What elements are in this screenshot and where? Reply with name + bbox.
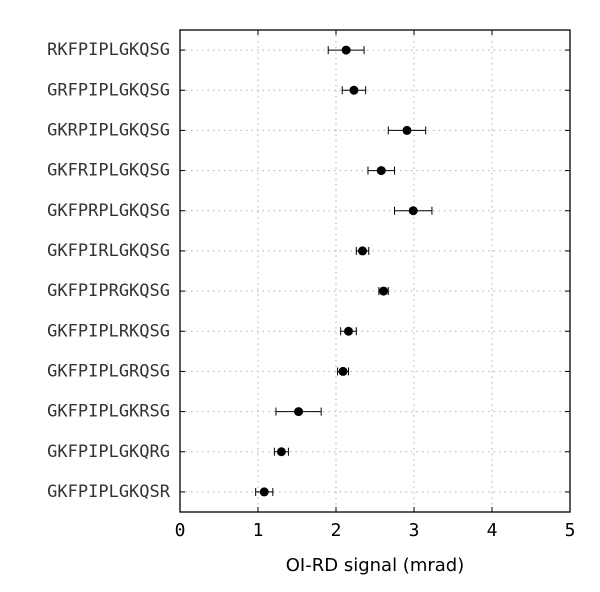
- y-tick-label: GKFPIPLGKRSG: [47, 402, 170, 422]
- y-tick-labels: RKFPIPLGKQSG GRFPIPLGKQSG GKRPIPLGKQSG GKFR…: [47, 40, 171, 502]
- data-point: [338, 366, 348, 376]
- y-tick-label: GKFPIPRGKQSG: [47, 281, 170, 301]
- data-point: [259, 487, 269, 497]
- point-layer: [259, 45, 418, 497]
- y-tick-label: RKFPIPLGKQSG: [47, 40, 170, 60]
- y-tick-label: GRFPIPLGKQSG: [47, 80, 170, 100]
- errorbar-layer: [255, 46, 433, 496]
- data-point: [376, 166, 386, 176]
- data-point: [358, 246, 368, 256]
- y-tick-label: GKFPIPLGRQSG: [47, 361, 170, 381]
- x-tick-label: 2: [331, 520, 342, 541]
- data-point: [379, 286, 389, 296]
- y-tick-label: GKFPIPLGKQSR: [47, 482, 171, 502]
- data-point: [294, 407, 304, 417]
- grid-layer: [180, 30, 570, 512]
- x-tick-label: 1: [253, 520, 264, 541]
- data-point: [402, 125, 412, 135]
- tick-layer: [179, 30, 571, 512]
- y-tick-label: GKFPRPLGKQSG: [47, 201, 170, 221]
- plot-frame: [179, 29, 571, 513]
- x-axis-title: OI-RD signal (mrad): [286, 555, 464, 576]
- x-tick-label: 0: [175, 520, 186, 541]
- data-point: [408, 206, 418, 216]
- x-tick-label: 5: [565, 520, 576, 541]
- y-tick-label: GKFPIPLRKQSG: [47, 321, 170, 341]
- x-tick-labels: 0 1 2 3 4 5: [175, 520, 576, 541]
- y-tick-label: GKFPIRLGKQSG: [47, 241, 170, 261]
- y-tick-label: GKFPIPLGKQRG: [47, 442, 170, 462]
- data-point: [341, 45, 351, 55]
- x-tick-label: 3: [409, 520, 420, 541]
- x-tick-label: 4: [487, 520, 498, 541]
- data-point: [343, 326, 353, 336]
- y-tick-label: GKFRIPLGKQSG: [47, 161, 170, 181]
- data-point: [349, 85, 359, 95]
- y-tick-label: GKRPIPLGKQSG: [47, 120, 170, 140]
- data-point: [276, 447, 286, 457]
